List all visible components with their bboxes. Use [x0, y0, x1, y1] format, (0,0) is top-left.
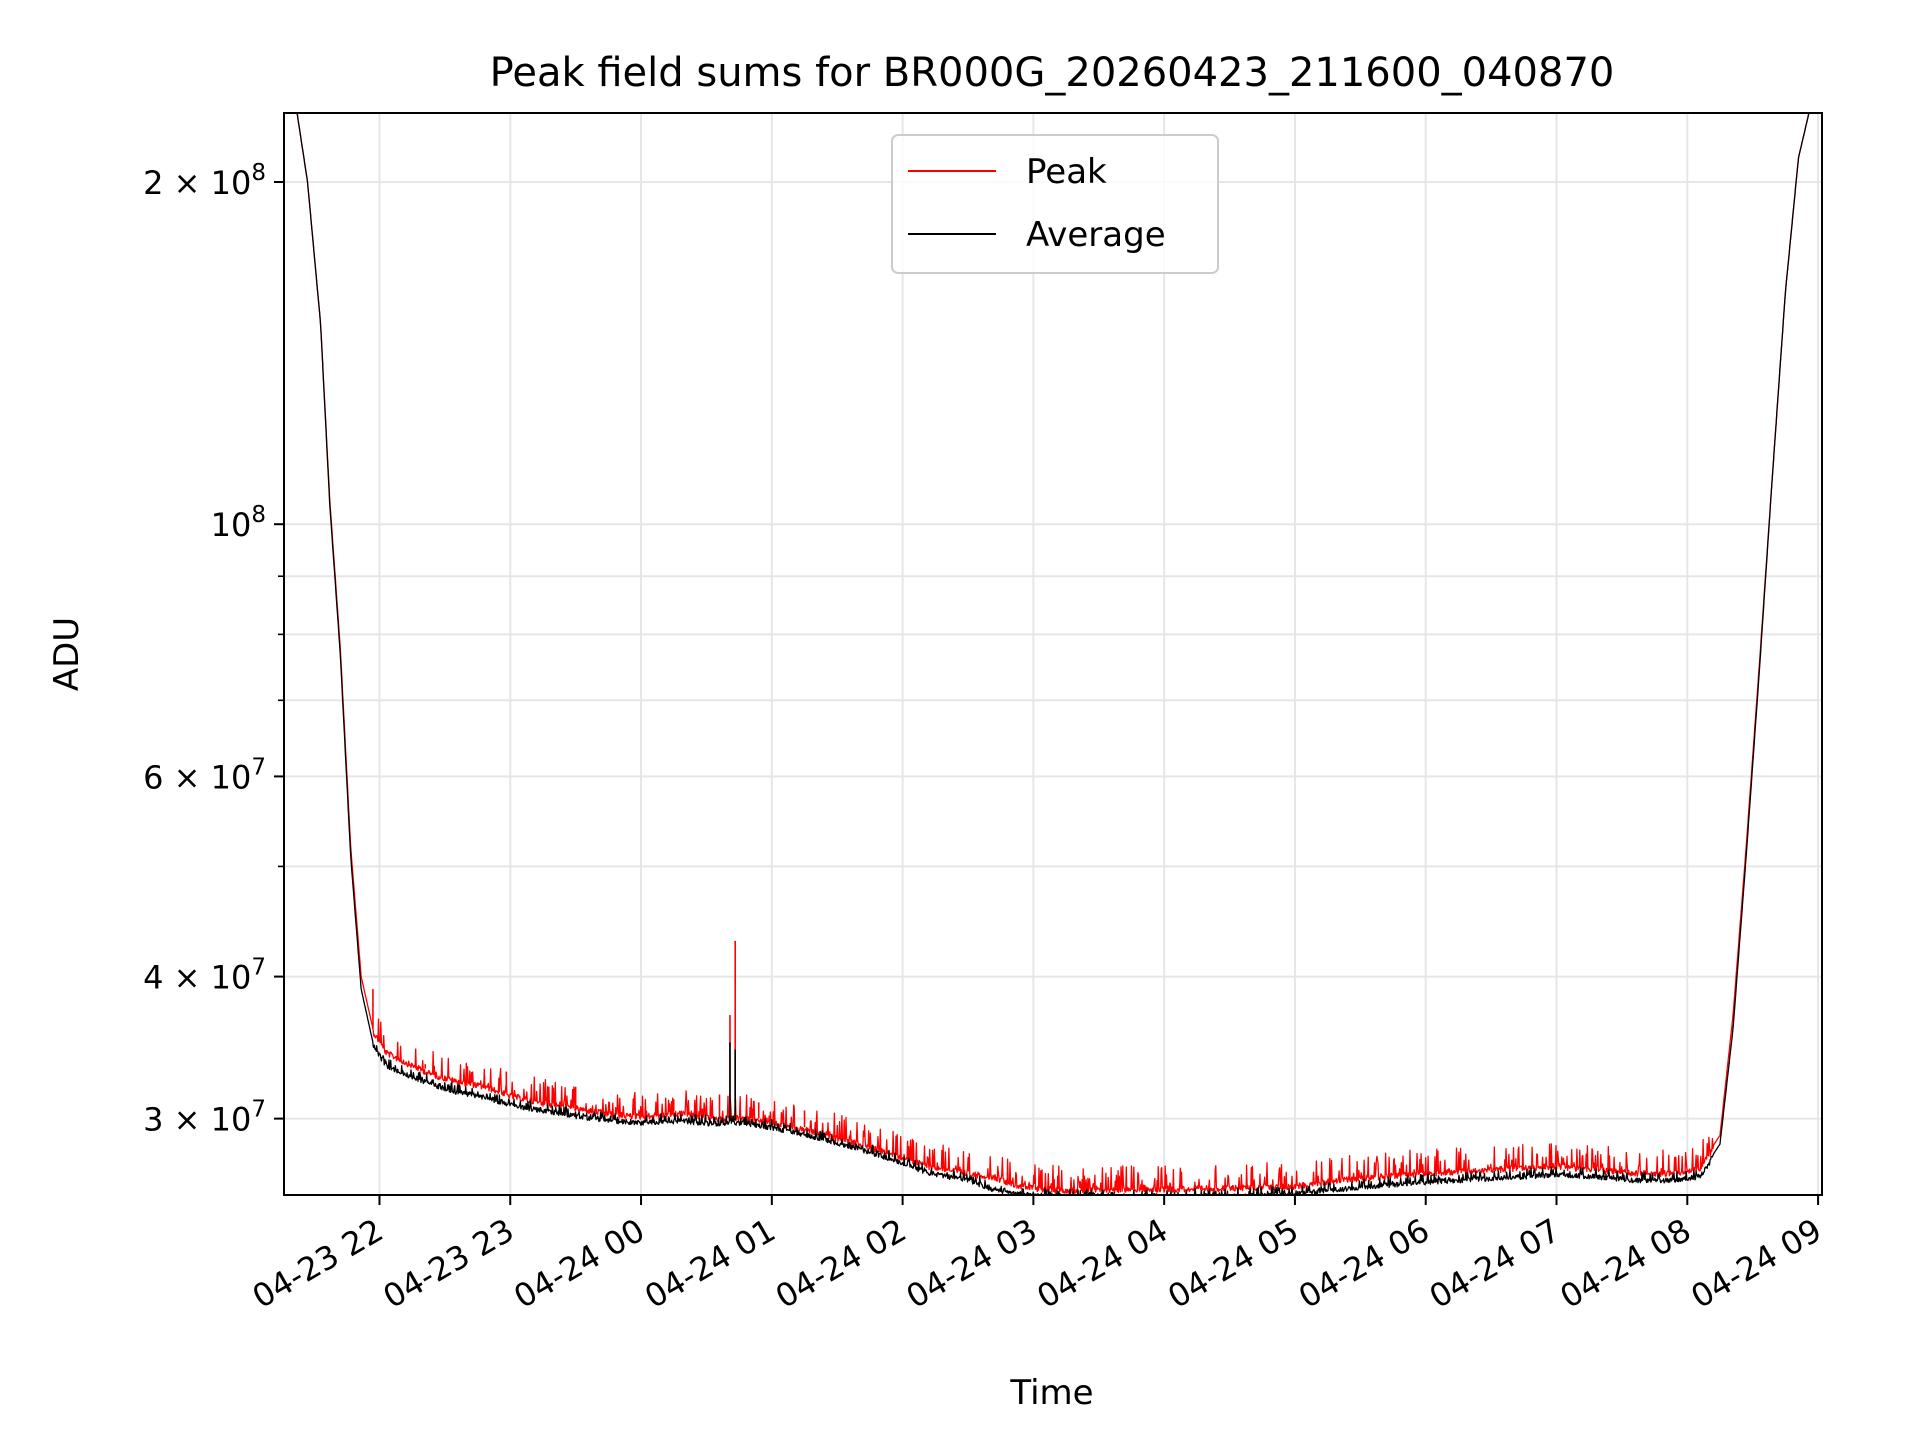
x-axis-label: Time — [1009, 1373, 1093, 1413]
legend-box — [891, 134, 1219, 274]
y-tick-label: 4 × 107 — [143, 955, 266, 997]
series-layer — [296, 113, 1810, 1195]
x-tick-label: 04-24 07 — [1423, 1211, 1567, 1316]
x-tick-label: 04-23 22 — [246, 1211, 390, 1316]
x-tick-label: 04-24 02 — [769, 1211, 913, 1316]
x-tick-label: 04-24 05 — [1161, 1211, 1305, 1316]
x-tick-label: 04-24 03 — [900, 1211, 1044, 1316]
plot-area — [296, 113, 1810, 1195]
y-tick-label: 108 — [211, 502, 266, 544]
y-axis: 3 × 107 4 × 107 6 × 107 108 2 × 108 — [143, 160, 284, 1139]
x-tick-label: 04-24 00 — [507, 1211, 651, 1316]
series-line-average — [296, 113, 1810, 1195]
chart-title: Peak field sums for BR000G_20260423_2116… — [490, 50, 1615, 96]
series-line-peak — [296, 113, 1810, 1194]
x-tick-label: 04-23 23 — [377, 1211, 521, 1316]
legend: Peak Average — [891, 134, 1219, 274]
y-tick-label: 2 × 108 — [143, 160, 266, 202]
plot-frame — [283, 112, 1823, 1196]
y-tick-label: 6 × 107 — [143, 754, 266, 796]
x-tick-label: 04-24 04 — [1031, 1211, 1175, 1316]
y-tick-label: 3 × 107 — [143, 1097, 266, 1139]
legend-label-peak: Peak — [1026, 152, 1107, 192]
x-tick-label: 04-24 01 — [638, 1211, 782, 1316]
x-tick-label: 04-24 08 — [1554, 1211, 1698, 1316]
x-tick-label: 04-24 06 — [1292, 1211, 1436, 1316]
legend-label-average: Average — [1026, 215, 1166, 255]
grid-layer — [284, 113, 1822, 1195]
x-tick-label: 04-24 09 — [1684, 1211, 1828, 1316]
y-axis-label: ADU — [47, 617, 87, 691]
